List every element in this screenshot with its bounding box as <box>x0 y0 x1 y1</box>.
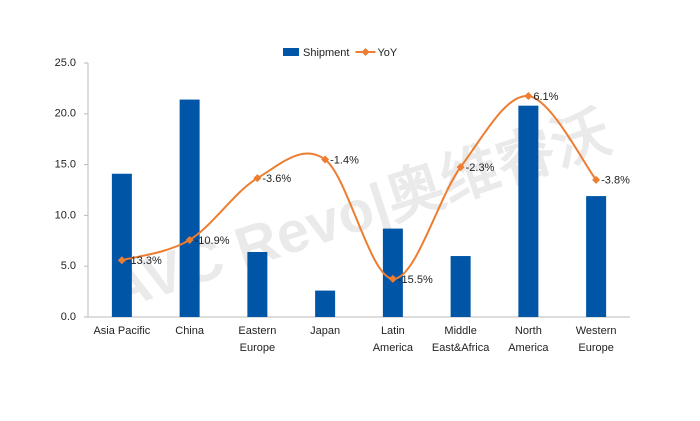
marker <box>185 235 194 244</box>
bar <box>111 173 132 317</box>
y-tick-label: 5.0 <box>61 260 76 272</box>
bar <box>518 105 539 317</box>
marker <box>117 256 126 265</box>
data-label: -13.3% <box>127 255 162 267</box>
watermark: AVC Revo|奥维睿沃 <box>99 99 618 323</box>
marker <box>388 274 397 283</box>
marker <box>592 175 601 184</box>
x-tick-label: Western Europe <box>575 325 617 354</box>
data-label: -10.9% <box>195 235 230 247</box>
y-tick-label: 0.0 <box>61 311 76 323</box>
data-label: -3.8% <box>601 175 630 187</box>
marker <box>524 92 533 101</box>
bar <box>247 251 268 317</box>
x-tick-label: Middle East&Africa <box>431 325 490 354</box>
marker <box>321 155 330 164</box>
marker <box>456 163 465 172</box>
x-tick-label: Eastern Europe <box>238 325 277 354</box>
legend-swatch <box>361 48 370 56</box>
x-tick-label: North America <box>508 325 549 354</box>
x-tick-label: Japan <box>310 325 341 337</box>
data-label: 6.1% <box>533 91 558 103</box>
data-label: -15.5% <box>398 274 433 286</box>
x-tick-label: Asia Pacific <box>93 325 151 337</box>
data-label: -3.6% <box>262 173 291 185</box>
bar <box>586 196 607 317</box>
bar <box>450 256 471 317</box>
bar <box>179 99 200 318</box>
data-label: -2.3% <box>466 162 495 174</box>
y-tick-label: 25.0 <box>55 57 76 69</box>
x-tick-label: China <box>175 325 204 337</box>
y-tick-label: 10.0 <box>55 209 76 221</box>
line <box>121 95 597 280</box>
legend-label: YoY <box>377 47 397 59</box>
y-tick-label: 20.0 <box>55 108 76 120</box>
data-label: -1.4% <box>330 154 359 166</box>
marker <box>253 174 262 183</box>
y-tick-label: 15.0 <box>55 159 76 171</box>
legend-swatch <box>283 48 299 56</box>
bar <box>382 228 403 317</box>
legend-label: Shipment <box>303 47 349 59</box>
bar <box>315 290 336 317</box>
x-tick-label: Latin America <box>372 325 414 354</box>
